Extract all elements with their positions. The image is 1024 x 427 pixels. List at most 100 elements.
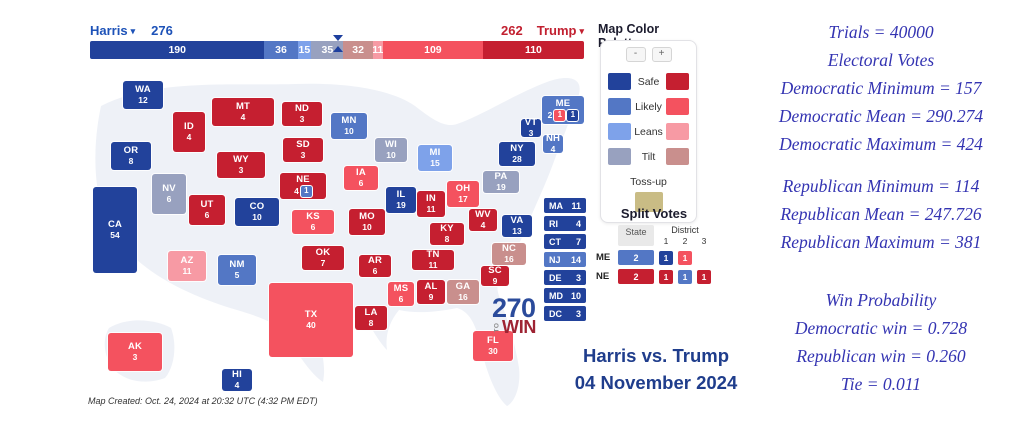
state-WI[interactable]: WI 10 (375, 138, 407, 162)
state-box-CT[interactable]: CT 7 (544, 234, 586, 249)
state-OH[interactable]: OH 17 (447, 181, 479, 207)
swatch-leans-d[interactable] (608, 123, 631, 140)
rep-candidate-dropdown[interactable]: Trump ▾ (536, 22, 584, 38)
palette-minus-button[interactable]: - (625, 47, 646, 62)
state-LA[interactable]: LA 8 (355, 306, 387, 330)
district-chip-ME[interactable]: 1 (567, 109, 579, 121)
state-PA[interactable]: PA 19 (483, 171, 519, 193)
state-IN[interactable]: IN 11 (417, 191, 445, 217)
bar-segment-likely-d[interactable]: 36 (264, 41, 298, 59)
state-SD[interactable]: SD 3 (283, 138, 323, 162)
state-MI[interactable]: MI 15 (418, 145, 452, 171)
state-NH[interactable]: NH 4 (543, 133, 563, 153)
split-district-chip-ME-1[interactable]: 1 (659, 250, 673, 265)
state-HI[interactable]: HI 4 (222, 369, 252, 391)
palette-plus-button[interactable]: + (651, 47, 672, 62)
state-OK[interactable]: OK 7 (302, 246, 344, 270)
swatch-safe-r[interactable] (665, 73, 689, 90)
palette-row-label: Likely (635, 100, 662, 113)
map-created-caption: Map Created: Oct. 24, 2024 at 20:32 UTC … (88, 396, 318, 406)
state-MO[interactable]: MO 10 (349, 209, 385, 235)
stats-line: Republican win = 0.260 (796, 346, 966, 366)
split-row-state-label: NE (596, 271, 610, 282)
split-district-chip-NE-1[interactable]: 1 (659, 269, 673, 284)
split-district-chip-ME-2[interactable]: 1 (678, 250, 692, 265)
state-AL[interactable]: AL 9 (417, 280, 445, 304)
stats-line: Democratic Mean = 290.274 (778, 106, 984, 126)
state-NV[interactable]: NV 6 (152, 174, 186, 214)
split-statewide-chip-NE[interactable]: 2 (618, 269, 654, 284)
state-WA[interactable]: WA 12 (123, 81, 163, 109)
stats-line: Democratic Maximum = 424 (779, 134, 983, 154)
matchup-line2: 04 November 2024 (574, 372, 738, 393)
state-VA[interactable]: VA 13 (502, 215, 532, 237)
swatch-likely-d[interactable] (608, 98, 631, 115)
tossup-swatch[interactable] (634, 192, 663, 212)
state-SC[interactable]: SC 9 (481, 265, 509, 286)
bar-segment-safe-r[interactable]: 110 (482, 41, 584, 59)
state-AK[interactable]: AK 3 (108, 333, 162, 371)
bar-segment-likely-r[interactable]: 109 (382, 41, 483, 59)
split-district-chip-NE-2[interactable]: 1 (678, 269, 692, 284)
state-box-NJ[interactable]: NJ 14 (544, 252, 586, 267)
split-district-chip-NE-3[interactable]: 1 (697, 269, 711, 284)
stats-line: Win Probability (825, 290, 937, 310)
state-CO[interactable]: CO 10 (235, 198, 279, 226)
district-chip-NE[interactable]: 1 (300, 185, 312, 197)
state-KY[interactable]: KY 8 (430, 223, 464, 245)
ev-bar: 190 36 15 35 32 11 109 110 (90, 41, 584, 59)
bar-segment-leans-d[interactable]: 15 (297, 41, 312, 59)
state-MN[interactable]: MN 10 (331, 113, 367, 139)
state-NC[interactable]: NC 16 (492, 243, 526, 265)
dem-candidate-dropdown[interactable]: Harris ▾ (90, 22, 136, 38)
bar-segment-safe-d[interactable]: 190 (90, 41, 265, 59)
state-box-DC[interactable]: DC 3 (544, 306, 586, 321)
state-NE[interactable]: NE 4 1 (280, 173, 326, 199)
state-KS[interactable]: KS 6 (292, 210, 334, 234)
bar-segment-tilt-r[interactable]: 32 (343, 41, 373, 59)
state-MS[interactable]: MS 6 (388, 282, 414, 306)
state-AZ[interactable]: AZ 11 (168, 251, 206, 281)
state-WV[interactable]: WV 4 (469, 209, 497, 231)
state-OR[interactable]: OR 8 (111, 142, 151, 170)
swatch-tilt-d[interactable] (608, 148, 631, 165)
stats-republican: Republican Minimum = 114 Republican Mean … (740, 172, 1022, 256)
state-MT[interactable]: MT 4 (212, 98, 274, 126)
stats-win-probability: Win Probability Democratic win = 0.728 Rep… (740, 286, 1022, 398)
state-box-MD[interactable]: MD 10 (544, 288, 586, 303)
state-GA[interactable]: GA 16 (447, 280, 479, 304)
swatch-likely-r[interactable] (665, 98, 689, 115)
district-chip-ME[interactable]: 1 (554, 109, 566, 121)
state-CA[interactable]: CA 54 (93, 187, 137, 273)
map-color-palette-panel: - + Safe Likely Leans Tilt Toss-up (600, 40, 697, 223)
bar-segment-tilt-d[interactable]: 35 (311, 41, 344, 59)
state-IL[interactable]: IL 19 (386, 187, 416, 213)
split-statewide-chip-ME[interactable]: 2 (618, 250, 654, 265)
270towin-logo: 270 TO WIN (492, 295, 544, 337)
state-ND[interactable]: ND 3 (282, 102, 322, 126)
victory-line-marker-bottom (332, 46, 343, 52)
state-box-MA[interactable]: MA 11 (544, 198, 586, 213)
stats-line: Democratic Minimum = 157 (780, 78, 982, 98)
split-row-ME: ME 2 1 1 (596, 250, 712, 265)
swatch-tilt-r[interactable] (665, 148, 689, 165)
swatch-safe-d[interactable] (608, 73, 631, 90)
state-TX[interactable]: TX 40 (269, 283, 353, 357)
state-VT[interactable]: VT 3 (521, 117, 541, 137)
state-NY[interactable]: NY 28 (499, 142, 535, 166)
state-IA[interactable]: IA 6 (344, 166, 378, 190)
split-row-NE: NE 2 1 1 1 (596, 269, 712, 284)
bar-segment-leans-r[interactable]: 11 (372, 41, 383, 59)
state-AR[interactable]: AR 6 (359, 255, 391, 277)
state-box-DE[interactable]: DE 3 (544, 270, 586, 285)
state-WY[interactable]: WY 3 (217, 152, 265, 178)
swatch-leans-r[interactable] (665, 123, 689, 140)
stats-line: Republican Minimum = 114 (782, 176, 980, 196)
state-NM[interactable]: NM 5 (218, 255, 256, 285)
state-ME[interactable]: ME 2 1 1 (542, 96, 584, 124)
state-TN[interactable]: TN 11 (412, 249, 454, 270)
state-UT[interactable]: UT 6 (189, 195, 225, 225)
state-ID[interactable]: ID 4 (173, 112, 205, 152)
state-box-RI[interactable]: RI 4 (544, 216, 586, 231)
state-FL[interactable]: FL 30 (473, 331, 513, 361)
